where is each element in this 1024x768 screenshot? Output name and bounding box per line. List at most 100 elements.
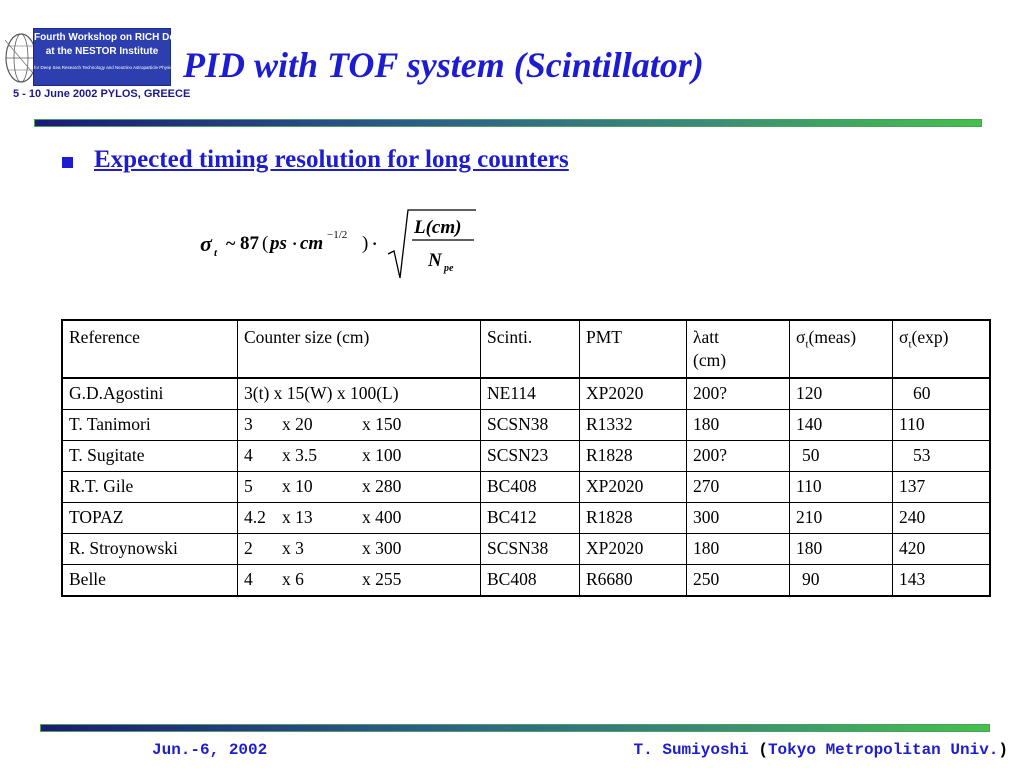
title-divider	[34, 119, 982, 127]
size-length: x 280	[362, 476, 402, 496]
formula-tilde: ~	[226, 233, 236, 253]
size-thickness: 4	[244, 445, 253, 465]
cell-reference: TOPAZ	[61, 502, 238, 534]
size-length: x 400	[362, 507, 402, 527]
footer-author-name: T. Sumiyoshi	[633, 741, 749, 759]
cell-scinti: SCSN38	[480, 533, 580, 565]
cell-meas: 90	[789, 564, 893, 597]
formula-denominator-sub: pe	[443, 263, 454, 274]
formula-ps: ps	[268, 233, 287, 254]
size-length: x 300	[362, 538, 402, 558]
size-thickness: 5	[244, 476, 253, 496]
timing-resolution-formula: σ t ~ 87 ( ps · cm −1/2 ) · L(cm) N pe	[200, 209, 476, 279]
size-length: x 100	[362, 445, 402, 465]
workshop-logo: Fourth Workshop on RICH Detectors at the…	[3, 26, 209, 112]
header-sigma-meas: σt(meas)	[789, 319, 893, 379]
formula-close-paren: )	[362, 233, 368, 254]
footer-affiliation: Tokyo Metropolitan Univ.	[767, 741, 999, 759]
table-row: TOPAZ 4.2 x 13 x 400 BC412 R1828 300 210 2…	[61, 502, 991, 534]
cell-scinti: BC408	[480, 564, 580, 597]
size-width: x 3.5	[282, 445, 317, 465]
logo-line-1: Fourth Workshop on RICH Detectors	[34, 32, 209, 43]
cell-att: 200?	[686, 377, 790, 410]
tof-counters-table: Reference Counter size (cm) Scinti. PMT …	[61, 319, 991, 597]
sigma-symbol: σ	[899, 327, 909, 347]
header-counter-size: Counter size (cm)	[237, 319, 481, 379]
formula-dot-2: ·	[372, 236, 377, 253]
size-thickness: 3	[244, 414, 253, 434]
bullet-square-icon	[62, 157, 73, 168]
cell-meas: 50	[789, 440, 893, 472]
cell-scinti: BC408	[480, 471, 580, 503]
formula-sqrt-sign	[387, 209, 476, 279]
table-header-row: Reference Counter size (cm) Scinti. PMT …	[61, 319, 991, 379]
cell-reference: Belle	[61, 564, 238, 597]
table-row: T. Sugitate 4 x 3.5 x 100 SCSN23 R1828 200…	[61, 440, 991, 472]
cell-reference: G.D.Agostini	[61, 377, 238, 410]
cell-counter-size: 5 x 10 x 280	[237, 471, 481, 503]
header-reference: Reference	[61, 319, 238, 379]
header-att-unit: (cm)	[693, 350, 727, 370]
cell-att: 200?	[686, 440, 790, 472]
logo-line-3: for Deep Sea Research Technology and Neu…	[34, 65, 175, 70]
cell-pmt: XP2020	[579, 377, 687, 410]
cell-exp: 240	[892, 502, 991, 534]
logo-line-2: at the NESTOR Institute	[45, 46, 159, 57]
cell-exp: 143	[892, 564, 991, 597]
cell-reference: T. Tanimori	[61, 409, 238, 441]
footer-date: Jun.-6, 2002	[152, 741, 268, 759]
formula-dot: ·	[292, 236, 297, 253]
logo-date: 5 - 10 June 2002 PYLOS, GREECE	[13, 88, 191, 100]
lambda-symbol: λ	[693, 327, 702, 347]
size-thickness: 2	[244, 538, 253, 558]
table-row: R. Stroynowski 2 x 3 x 300 SCSN38 XP2020 1…	[61, 533, 991, 565]
formula-cm: cm	[300, 233, 323, 254]
cell-att: 270	[686, 471, 790, 503]
footer-close-paren: )	[998, 741, 1008, 759]
table-row: Belle 4 x 6 x 255 BC408 R6680 250 90 143	[61, 564, 991, 597]
cell-pmt: R1828	[579, 440, 687, 472]
size-thickness: 4	[244, 569, 253, 589]
sigma-sub: t	[908, 338, 912, 351]
cell-reference: R.T. Gile	[61, 471, 238, 503]
formula-exponent: −1/2	[327, 229, 347, 241]
header-exp-label: (exp)	[911, 327, 949, 347]
formula-open-paren: (	[262, 233, 268, 254]
header-attenuation: λatt (cm)	[686, 319, 790, 379]
cell-scinti: SCSN23	[480, 440, 580, 472]
footer-divider	[40, 724, 990, 732]
cell-counter-size: 3(t) x 15(W) x 100(L)	[237, 377, 481, 410]
header-pmt: PMT	[579, 319, 687, 379]
cell-reference: R. Stroynowski	[61, 533, 238, 565]
cell-reference: T. Sugitate	[61, 440, 238, 472]
cell-att: 180	[686, 409, 790, 441]
table-row: G.D.Agostini 3(t) x 15(W) x 100(L) NE114…	[61, 377, 991, 410]
size-width: x 20	[282, 414, 313, 434]
cell-meas: 180	[789, 533, 893, 565]
cell-meas: 120	[789, 377, 893, 410]
sigma-symbol: σ	[796, 327, 806, 347]
logo-banner: Fourth Workshop on RICH Detectors at the…	[33, 28, 209, 86]
cell-exp: 110	[892, 409, 991, 441]
cell-att: 250	[686, 564, 790, 597]
footer-author: T. Sumiyoshi (Tokyo Metropolitan Univ.)	[634, 741, 1008, 759]
cell-counter-size: 4.2 x 13 x 400	[237, 502, 481, 534]
size-width: x 10	[282, 476, 313, 496]
cell-pmt: R1332	[579, 409, 687, 441]
header-sigma-exp: σt(exp)	[892, 319, 991, 379]
cell-counter-size: 4 x 3.5 x 100	[237, 440, 481, 472]
size-length: x 150	[362, 414, 402, 434]
cell-exp: 420	[892, 533, 991, 565]
cell-exp: 60	[892, 377, 991, 410]
formula-sigma-sub: t	[214, 247, 218, 259]
cell-pmt: XP2020	[579, 533, 687, 565]
cell-counter-size: 3 x 20 x 150	[237, 409, 481, 441]
formula-coef: 87	[240, 233, 260, 254]
cell-meas: 140	[789, 409, 893, 441]
header-att-label: att	[701, 327, 720, 347]
cell-pmt: R1828	[579, 502, 687, 534]
formula-denominator: N	[427, 250, 443, 271]
cell-scinti: BC412	[480, 502, 580, 534]
cell-exp: 53	[892, 440, 991, 472]
